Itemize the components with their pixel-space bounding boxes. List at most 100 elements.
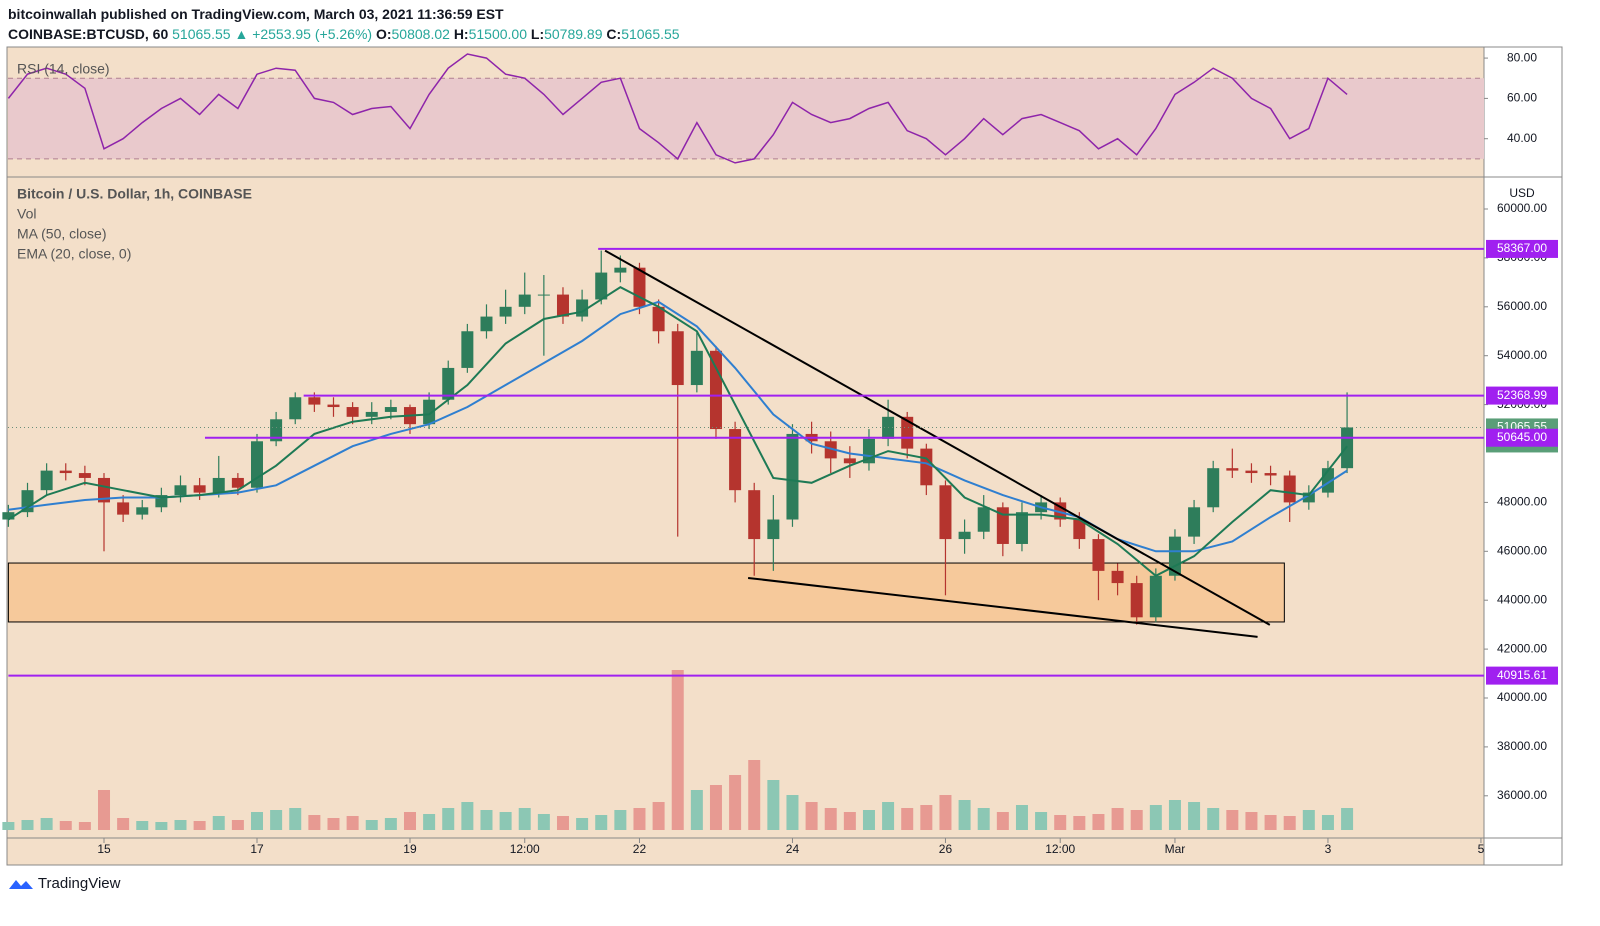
ma-line: [7, 286, 1348, 577]
volume-bar: [78, 822, 91, 830]
candle-body: [996, 507, 1009, 544]
header: bitcoinwallah published on TradingView.c…: [8, 4, 680, 44]
publisher: bitcoinwallah published on TradingView.c…: [8, 6, 504, 22]
candle-body: [117, 502, 130, 515]
ohlc-value: 51500.00: [468, 26, 527, 42]
candle-body: [709, 350, 722, 430]
y-tick-label: 56000.00: [1497, 299, 1547, 313]
candle-body: [1302, 492, 1315, 503]
volume-bar: [289, 808, 302, 830]
pane-title: Bitcoin / U.S. Dollar, 1h, COINBASE: [17, 186, 252, 202]
candle-body: [1168, 536, 1181, 576]
level-label: 50645.00: [1497, 430, 1547, 444]
candle-body: [1226, 468, 1239, 471]
x-tick-label: 3: [1325, 842, 1332, 856]
volume-bar: [270, 810, 283, 830]
volume-bar: [614, 810, 627, 830]
volume-bar: [1149, 805, 1162, 830]
volume-bar: [193, 821, 206, 830]
volume-bar: [977, 808, 990, 830]
level-label: 40915.61: [1497, 668, 1547, 682]
symbol-line: COINBASE:BTCUSD, 60 51065.55 ▲ +2553.95 …: [8, 24, 680, 44]
volume-bar: [1283, 816, 1296, 830]
volume-bar: [1188, 802, 1201, 830]
candle-body: [98, 477, 111, 503]
volume-bar: [671, 670, 684, 830]
ohlc-value: 50808.02: [391, 26, 450, 42]
x-tick-label: 17: [250, 842, 264, 856]
x-tick-label: 5: [1478, 842, 1485, 856]
volume-bar: [59, 821, 72, 830]
support-zone: [7, 562, 1285, 623]
change: +2553.95 (+5.26%): [252, 26, 373, 42]
volume-bar: [729, 775, 742, 830]
volume-bar: [824, 808, 837, 830]
volume-bar: [843, 812, 856, 830]
y-tick-label: 46000.00: [1497, 543, 1547, 557]
volume-bar: [231, 820, 244, 830]
volume-bar: [1073, 816, 1086, 830]
volume-bar: [480, 810, 493, 830]
legend-entry: EMA (20, close, 0): [17, 246, 131, 262]
last-price: 51065.55: [172, 26, 231, 42]
candle-body: [595, 272, 608, 300]
volume-bar: [1341, 808, 1354, 830]
candle-body: [614, 267, 627, 273]
candle-body: [308, 397, 321, 405]
ohlc-key: O:: [375, 26, 392, 42]
volume-bar: [1264, 815, 1277, 830]
candle-body: [1264, 473, 1277, 476]
candle-body: [556, 294, 569, 317]
volume-bar: [423, 814, 436, 830]
volume-bar: [1111, 808, 1124, 830]
candle-body: [212, 477, 225, 493]
volume-bar: [384, 818, 397, 830]
volume-bar: [1245, 812, 1258, 830]
candle-body: [1245, 470, 1258, 474]
level-tag: [1486, 666, 1558, 685]
legend-entry: MA (50, close): [17, 226, 106, 242]
volume-bar: [709, 785, 722, 830]
candle-body: [671, 331, 684, 386]
volume-bar: [461, 802, 474, 830]
candle-body: [1054, 502, 1067, 520]
volume-bar: [174, 820, 187, 830]
candle-body: [461, 331, 474, 368]
y-tick-label: 42000.00: [1497, 641, 1547, 655]
volume-bar: [98, 790, 111, 830]
volume-bar: [346, 816, 359, 830]
volume-bar: [1302, 810, 1315, 830]
candle-body: [231, 477, 244, 488]
candle-body: [1092, 539, 1105, 571]
volume-bar: [1092, 814, 1105, 830]
x-tick-label: 12:00: [1045, 842, 1075, 856]
volume-bar: [882, 802, 895, 830]
volume-bar: [767, 780, 780, 830]
candle-body: [939, 485, 952, 540]
candle-body: [1188, 507, 1201, 537]
candle-body: [480, 316, 493, 332]
publisher-line: bitcoinwallah published on TradingView.c…: [8, 4, 680, 24]
candle-body: [499, 306, 512, 317]
frame: [6, 46, 1563, 866]
ohlc-key: H:: [453, 26, 469, 42]
y-tick-label: 40000.00: [1497, 690, 1547, 704]
candle-body: [920, 448, 933, 486]
candle-body: [327, 404, 340, 408]
x-tick-label: Mar: [1165, 842, 1186, 856]
candle-body: [1111, 570, 1124, 584]
brand: TradingView: [37, 875, 121, 892]
volume-bar: [499, 812, 512, 830]
candle-body: [384, 407, 397, 412]
candle-body: [1149, 575, 1162, 618]
volume-bar: [556, 816, 569, 830]
x-tick-label: 24: [786, 842, 800, 856]
candle-body: [748, 490, 761, 540]
candle-body: [843, 458, 856, 464]
volume-bar: [40, 818, 53, 830]
volume-bar: [250, 812, 263, 830]
logo: [9, 880, 33, 890]
y-tick-label: 80.00: [1507, 50, 1537, 64]
candle-body: [518, 294, 531, 307]
